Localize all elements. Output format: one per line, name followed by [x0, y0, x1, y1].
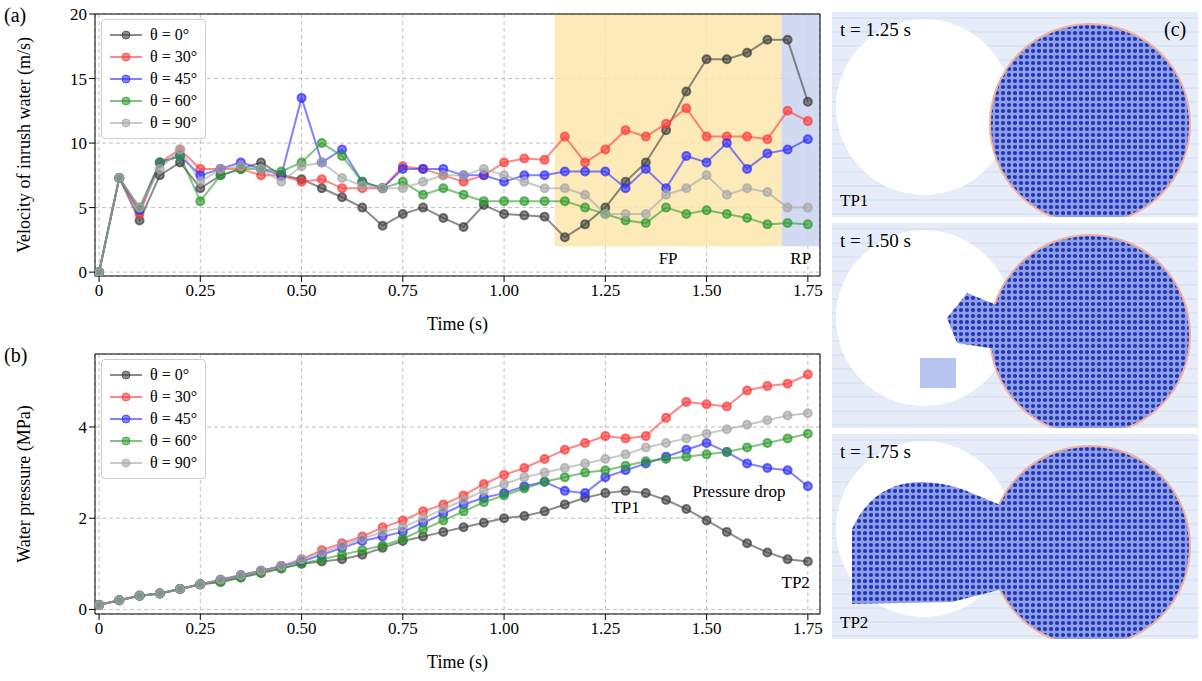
html-text:θ = 60°: θ = 60° — [150, 432, 198, 449]
svg-text:1.25: 1.25 — [590, 281, 620, 300]
svg-text:0.25: 0.25 — [185, 619, 215, 638]
svg-text:Time (s): Time (s) — [427, 652, 488, 673]
svg-text:0.50: 0.50 — [287, 619, 317, 638]
svg-text:0: 0 — [95, 281, 104, 300]
html-text:θ = 90°: θ = 90° — [150, 114, 198, 131]
svg-text:Time (s): Time (s) — [427, 314, 488, 335]
svg-text:0.25: 0.25 — [185, 281, 215, 300]
svg-text:1.50: 1.50 — [692, 281, 722, 300]
html-text:θ = 30°: θ = 30° — [150, 48, 198, 65]
svg-text:RP: RP — [790, 249, 811, 268]
svg-text:Velocity of inrush water (m/s): Velocity of inrush water (m/s) — [14, 37, 35, 253]
svg-text:1.75: 1.75 — [793, 281, 823, 300]
html-text:θ = 0°: θ = 0° — [150, 26, 190, 43]
svg-text:0.75: 0.75 — [388, 619, 418, 638]
svg-text:2: 2 — [79, 509, 88, 528]
html-text:(b): (b) — [4, 344, 28, 366]
html-text:θ = 0°: θ = 0° — [150, 366, 190, 383]
svg-text:TP2: TP2 — [840, 613, 868, 632]
svg-text:TP1: TP1 — [611, 498, 639, 517]
svg-text:TP2: TP2 — [782, 573, 810, 592]
svg-text:1.00: 1.00 — [489, 281, 519, 300]
svg-text:t = 1.50 s: t = 1.50 s — [840, 230, 911, 251]
svg-text:Water pressure (MPa): Water pressure (MPa) — [14, 405, 35, 563]
svg-text:0.50: 0.50 — [287, 281, 317, 300]
svg-text:5: 5 — [79, 199, 88, 218]
svg-text:1.50: 1.50 — [692, 619, 722, 638]
svg-text:1.75: 1.75 — [793, 619, 823, 638]
html-text:(a): (a) — [4, 4, 27, 26]
svg-text:0: 0 — [79, 600, 88, 619]
svg-text:t = 1.75 s: t = 1.75 s — [840, 441, 911, 462]
svg-text:(c): (c) — [1164, 18, 1186, 41]
svg-text:20: 20 — [70, 5, 87, 24]
svg-text:15: 15 — [70, 70, 87, 89]
html-text:θ = 90°: θ = 90° — [150, 454, 198, 471]
html-text:θ = 60°: θ = 60° — [150, 92, 198, 109]
svg-text:1.25: 1.25 — [590, 619, 620, 638]
svg-text:0: 0 — [95, 619, 104, 638]
svg-text:10: 10 — [70, 134, 87, 153]
svg-text:1.00: 1.00 — [489, 619, 519, 638]
svg-text:TP1: TP1 — [840, 191, 868, 210]
svg-text:0: 0 — [79, 263, 88, 282]
svg-text:0.75: 0.75 — [388, 281, 418, 300]
svg-text:Pressure drop: Pressure drop — [692, 482, 785, 501]
svg-text:t = 1.25 s: t = 1.25 s — [840, 19, 911, 40]
svg-text:FP: FP — [659, 249, 678, 268]
html-text:θ = 30°: θ = 30° — [150, 388, 198, 405]
html-text:θ = 45°: θ = 45° — [150, 70, 198, 87]
html-text:θ = 45°: θ = 45° — [150, 410, 198, 427]
svg-text:4: 4 — [79, 418, 88, 437]
